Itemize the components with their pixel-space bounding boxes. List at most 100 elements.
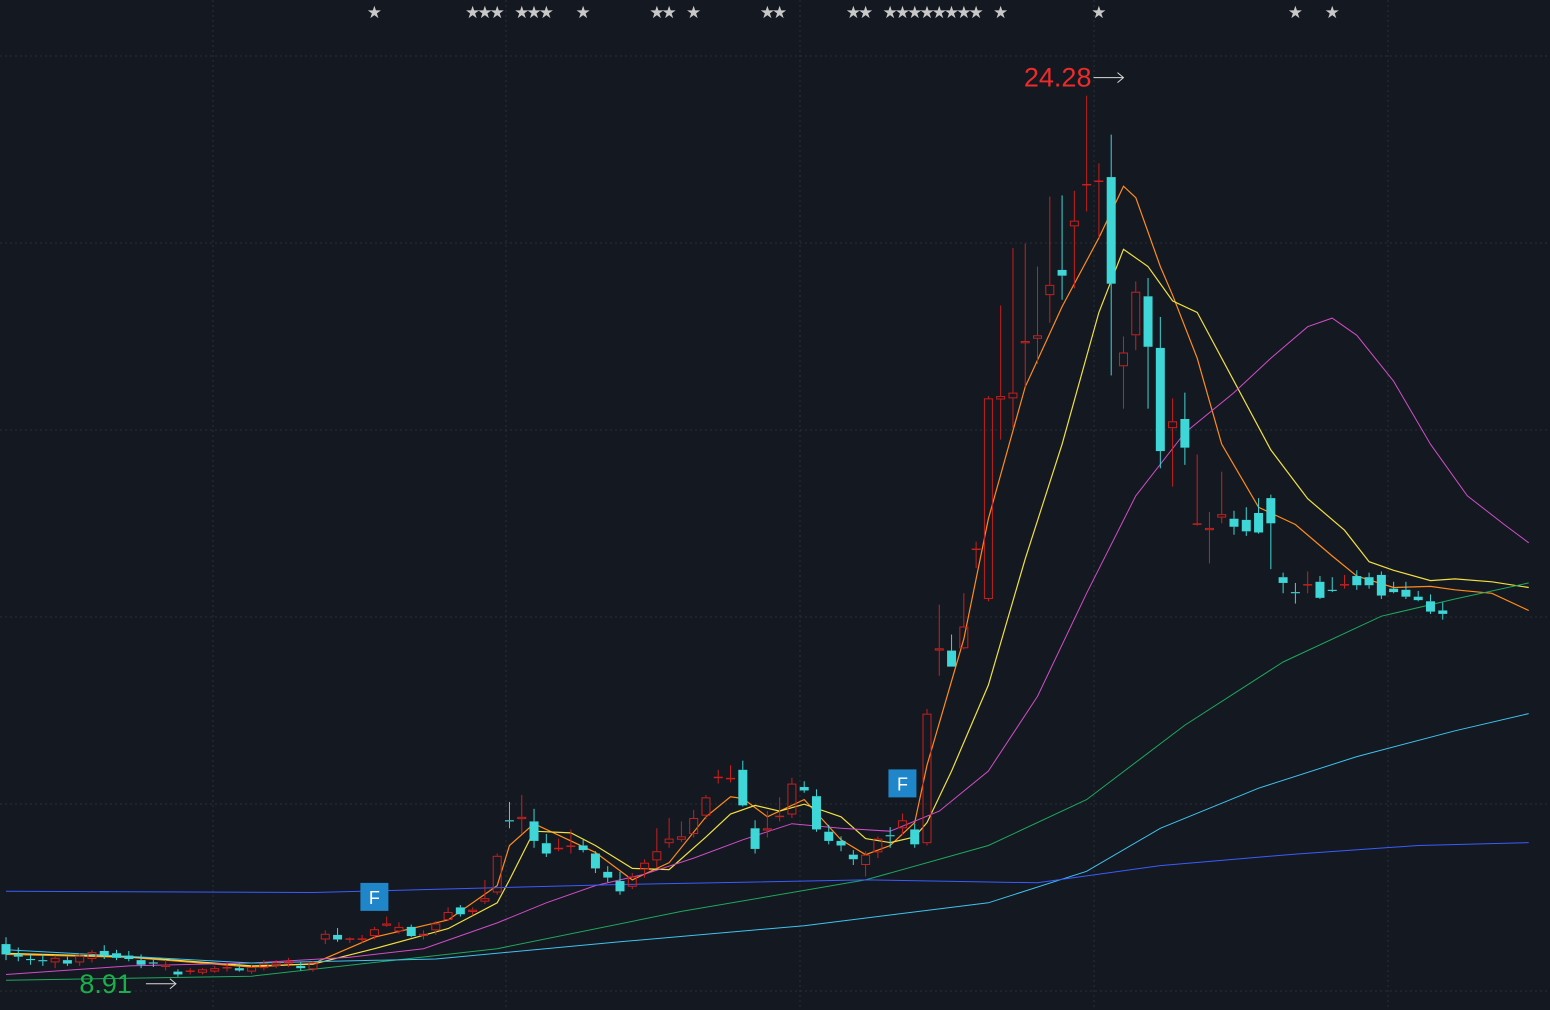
candle-body xyxy=(369,929,379,937)
candle-body xyxy=(1180,418,1190,448)
candle-up xyxy=(357,934,367,943)
candle-body xyxy=(247,967,257,972)
ma-line-ma250 xyxy=(5,842,1529,894)
candle-up xyxy=(320,930,330,945)
candle-body xyxy=(1008,392,1018,399)
candle-up xyxy=(640,859,650,878)
ma-line-ma10 xyxy=(5,248,1529,967)
candle-up xyxy=(369,926,379,940)
candle-down xyxy=(234,963,244,972)
candle-down xyxy=(1327,577,1337,593)
candle-body xyxy=(799,787,809,791)
candle-down xyxy=(1106,134,1116,376)
candle-up xyxy=(382,916,392,927)
candle-up xyxy=(283,957,293,968)
event-marker-label: F xyxy=(369,888,380,908)
candle-up xyxy=(934,604,944,676)
candle-up xyxy=(247,964,257,974)
star-icon: ★ xyxy=(1091,3,1106,22)
event-markers: FF xyxy=(360,769,917,911)
star-icon: ★ xyxy=(944,3,959,22)
candle-body xyxy=(1364,577,1374,586)
candle-down xyxy=(1,937,11,961)
candle-body xyxy=(1376,574,1386,596)
candle-down xyxy=(406,924,416,938)
candle-up xyxy=(762,811,772,838)
candle-down xyxy=(1438,602,1448,620)
candle-body xyxy=(517,816,527,820)
low-price-label: 8.91 xyxy=(79,969,132,999)
candle-down xyxy=(13,947,23,962)
ma-line-ma5 xyxy=(5,185,1529,968)
candle-body xyxy=(1438,610,1448,614)
candle-body xyxy=(1118,352,1128,367)
candle-body xyxy=(959,626,969,649)
candle-up xyxy=(468,907,478,916)
candle-body xyxy=(848,854,858,860)
candle-up xyxy=(566,829,576,854)
candle-body xyxy=(210,968,220,972)
candle-down xyxy=(38,954,48,966)
candle-up xyxy=(1020,243,1030,387)
candle-body xyxy=(1204,527,1214,531)
candle-body xyxy=(443,911,453,921)
candle-down xyxy=(947,634,957,667)
candle-body xyxy=(13,954,23,957)
candle-body xyxy=(1192,523,1202,525)
candle-body xyxy=(689,817,699,835)
star-icon: ★ xyxy=(514,3,529,22)
candle-body xyxy=(333,934,343,940)
candle-up xyxy=(983,396,993,602)
candle-down xyxy=(811,789,821,832)
event-marker: F xyxy=(360,882,389,911)
candle-up xyxy=(897,813,907,836)
candle-body xyxy=(922,713,932,844)
candle-down xyxy=(296,962,306,971)
star-icon: ★ xyxy=(846,3,861,22)
candle-body xyxy=(308,962,318,970)
star-icon: ★ xyxy=(686,3,701,22)
candle-body xyxy=(185,970,195,972)
candle-up xyxy=(222,962,232,972)
candle-down xyxy=(1364,572,1374,589)
candle-body xyxy=(676,836,686,840)
candle-down xyxy=(578,839,588,853)
candle-down xyxy=(541,834,551,857)
candle-down xyxy=(848,850,858,865)
candle-body xyxy=(897,820,907,829)
candle-body xyxy=(529,821,539,841)
candle-body xyxy=(455,907,465,915)
candle-body xyxy=(345,938,355,940)
candle-body xyxy=(1315,581,1325,598)
candle-body xyxy=(406,926,416,937)
candle-up xyxy=(1082,95,1092,212)
candle-up xyxy=(689,809,699,838)
candle-up xyxy=(1204,511,1214,564)
low-arrow-head xyxy=(169,978,177,990)
high-arrow-head xyxy=(1117,72,1125,84)
candle-body xyxy=(259,963,269,969)
candle-up xyxy=(161,960,171,971)
candle-body xyxy=(1168,421,1178,429)
candle-up xyxy=(873,836,883,859)
candle-body xyxy=(320,933,330,940)
candle-body xyxy=(947,650,957,667)
star-icon: ★ xyxy=(919,3,934,22)
candle-body xyxy=(615,881,625,892)
candle-body xyxy=(271,962,281,966)
candle-up xyxy=(394,922,404,934)
candle-body xyxy=(148,962,158,964)
candle-body xyxy=(824,831,834,841)
candle-body xyxy=(1057,269,1067,276)
candle-body xyxy=(87,952,97,959)
candle-down xyxy=(1401,581,1411,599)
candle-body xyxy=(1425,601,1435,612)
candle-body xyxy=(627,876,637,887)
candle-down xyxy=(590,851,600,874)
candle-body xyxy=(713,776,723,779)
candle-body xyxy=(910,829,920,845)
candle-up xyxy=(1303,571,1313,594)
candle-body xyxy=(775,815,785,818)
